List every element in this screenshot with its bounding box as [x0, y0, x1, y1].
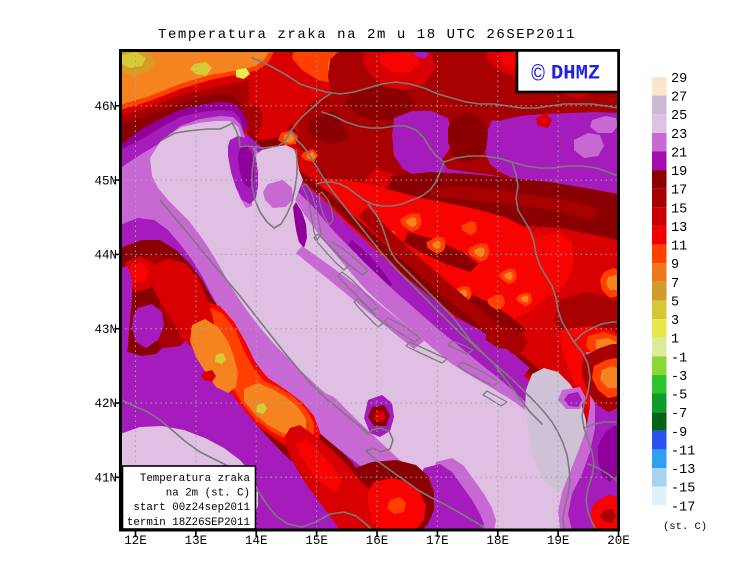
svg-text:-15: -15: [671, 482, 695, 497]
svg-text:©: ©: [531, 62, 545, 88]
svg-text:42N: 42N: [94, 397, 117, 411]
svg-text:13E: 13E: [185, 534, 208, 548]
svg-text:21: 21: [671, 147, 687, 162]
svg-text:25: 25: [671, 109, 687, 124]
svg-text:9: 9: [671, 258, 679, 273]
svg-text:3: 3: [671, 314, 679, 329]
svg-text:-13: -13: [671, 463, 695, 478]
svg-text:12E: 12E: [124, 534, 147, 548]
svg-text:17: 17: [671, 184, 687, 199]
svg-text:na 2m (st. C): na 2m (st. C): [166, 488, 250, 500]
svg-text:46N: 46N: [94, 100, 117, 114]
svg-text:7: 7: [671, 277, 679, 292]
svg-text:13: 13: [671, 221, 687, 236]
svg-text:-5: -5: [671, 389, 687, 404]
svg-text:(st. C): (st. C): [663, 521, 707, 533]
svg-text:29: 29: [671, 72, 687, 87]
svg-text:20E: 20E: [607, 534, 630, 548]
svg-text:23: 23: [671, 128, 687, 143]
svg-text:-7: -7: [671, 407, 687, 422]
svg-text:16E: 16E: [366, 534, 389, 548]
svg-text:1: 1: [671, 333, 679, 348]
svg-text:-11: -11: [671, 444, 695, 459]
svg-text:15: 15: [671, 202, 687, 217]
svg-text:15E: 15E: [305, 534, 328, 548]
svg-text:5: 5: [671, 295, 679, 310]
svg-text:18E: 18E: [487, 534, 510, 548]
svg-text:45N: 45N: [94, 174, 117, 188]
svg-text:Temperatura zraka na 2m u 18 U: Temperatura zraka na 2m u 18 UTC 26SEP20…: [158, 27, 576, 43]
svg-text:-3: -3: [671, 370, 687, 385]
svg-text:27: 27: [671, 91, 687, 106]
svg-text:-1: -1: [671, 351, 687, 366]
svg-text:41N: 41N: [94, 472, 117, 486]
svg-text:11: 11: [671, 240, 687, 255]
svg-text:44N: 44N: [94, 249, 117, 263]
svg-text:19: 19: [671, 165, 687, 180]
svg-text:start 00z24sep2011: start 00z24sep2011: [133, 502, 250, 514]
svg-text:Temperatura zraka: Temperatura zraka: [140, 473, 251, 485]
svg-text:termin 18Z26SEP2011: termin 18Z26SEP2011: [127, 517, 250, 529]
svg-text:17E: 17E: [426, 534, 449, 548]
svg-text:DHMZ: DHMZ: [551, 63, 600, 86]
svg-text:19E: 19E: [547, 534, 570, 548]
svg-text:-17: -17: [671, 500, 695, 515]
svg-text:43N: 43N: [94, 323, 117, 337]
svg-text:14E: 14E: [245, 534, 268, 548]
svg-text:-9: -9: [671, 426, 687, 441]
